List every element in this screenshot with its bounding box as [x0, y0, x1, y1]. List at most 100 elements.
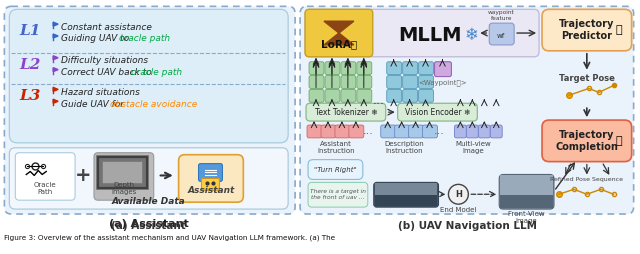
Text: Correct UAV back to: Correct UAV back to	[61, 68, 155, 77]
FancyBboxPatch shape	[403, 76, 417, 88]
FancyBboxPatch shape	[403, 62, 417, 75]
Text: (b) UAV Navigation LLM: (b) UAV Navigation LLM	[398, 221, 537, 231]
FancyBboxPatch shape	[308, 160, 363, 179]
FancyBboxPatch shape	[387, 89, 402, 102]
Text: Trajectory
Completion: Trajectory Completion	[556, 130, 618, 152]
FancyBboxPatch shape	[419, 89, 433, 102]
Text: Difficulty situations: Difficulty situations	[61, 56, 148, 65]
Text: Oracle
Path: Oracle Path	[34, 182, 56, 195]
Text: L1: L1	[19, 24, 41, 38]
Text: "Turn Right": "Turn Right"	[314, 166, 356, 172]
Polygon shape	[53, 68, 58, 72]
FancyBboxPatch shape	[305, 9, 539, 57]
Text: Refined Pose Sequence: Refined Pose Sequence	[550, 178, 623, 182]
FancyBboxPatch shape	[335, 125, 350, 138]
FancyBboxPatch shape	[397, 103, 477, 121]
Bar	[99, 158, 145, 186]
Text: Assistant
Instruction: Assistant Instruction	[317, 141, 355, 154]
Text: Vision Encoder ❄: Vision Encoder ❄	[405, 108, 470, 117]
FancyBboxPatch shape	[306, 103, 386, 121]
Text: Assistant: Assistant	[188, 186, 235, 195]
FancyBboxPatch shape	[381, 125, 396, 138]
Text: (a) Assistant: (a) Assistant	[111, 221, 186, 231]
FancyBboxPatch shape	[387, 62, 402, 75]
Circle shape	[449, 184, 468, 204]
Text: oracle path: oracle path	[119, 35, 170, 43]
FancyBboxPatch shape	[349, 125, 364, 138]
Polygon shape	[53, 56, 58, 60]
Text: Multi-view
Image: Multi-view Image	[456, 141, 492, 154]
Polygon shape	[53, 34, 58, 38]
FancyBboxPatch shape	[419, 76, 433, 88]
FancyBboxPatch shape	[357, 89, 372, 102]
FancyBboxPatch shape	[10, 9, 288, 143]
Text: <Waypoint🔥>: <Waypoint🔥>	[418, 80, 467, 86]
FancyBboxPatch shape	[395, 125, 410, 138]
Text: Text Tokenizer ❄: Text Tokenizer ❄	[315, 108, 377, 117]
Text: +: +	[75, 166, 92, 185]
Text: Front View
Image: Front View Image	[508, 211, 545, 224]
FancyBboxPatch shape	[307, 125, 322, 138]
FancyBboxPatch shape	[542, 120, 632, 162]
FancyBboxPatch shape	[467, 125, 478, 138]
FancyBboxPatch shape	[435, 62, 451, 76]
Text: (a) Assistant: (a) Assistant	[109, 219, 189, 229]
Text: Description
Instruction: Description Instruction	[385, 141, 424, 154]
FancyBboxPatch shape	[309, 76, 324, 88]
FancyBboxPatch shape	[202, 178, 220, 190]
FancyBboxPatch shape	[309, 62, 324, 75]
FancyBboxPatch shape	[422, 125, 438, 138]
FancyBboxPatch shape	[305, 9, 372, 57]
Text: Guiding UAV to: Guiding UAV to	[61, 35, 132, 43]
FancyBboxPatch shape	[490, 125, 502, 138]
Text: Depth
Images: Depth Images	[111, 182, 136, 195]
Bar	[102, 161, 142, 183]
Polygon shape	[53, 22, 58, 26]
Polygon shape	[324, 33, 354, 45]
FancyBboxPatch shape	[10, 148, 288, 209]
FancyBboxPatch shape	[179, 155, 243, 202]
FancyBboxPatch shape	[542, 9, 632, 51]
FancyBboxPatch shape	[341, 76, 356, 88]
Text: L3: L3	[19, 89, 41, 103]
FancyBboxPatch shape	[419, 62, 433, 75]
FancyBboxPatch shape	[94, 153, 154, 200]
FancyBboxPatch shape	[325, 76, 340, 88]
FancyBboxPatch shape	[341, 62, 356, 75]
Text: waypoint
feature: waypoint feature	[488, 10, 515, 21]
Text: Constant assistance: Constant assistance	[61, 23, 152, 31]
Text: MLLM: MLLM	[398, 25, 461, 44]
Text: obstacle avoidance: obstacle avoidance	[110, 100, 197, 109]
FancyBboxPatch shape	[387, 76, 402, 88]
Bar	[96, 155, 148, 189]
Bar	[500, 195, 553, 208]
Text: Figure 3: Overview of the assistant mechanism and UAV Navigation LLM framework. : Figure 3: Overview of the assistant mech…	[4, 235, 335, 241]
FancyBboxPatch shape	[300, 6, 634, 214]
Text: 🔥: 🔥	[616, 136, 622, 146]
Bar	[500, 176, 553, 195]
FancyBboxPatch shape	[489, 23, 514, 45]
Text: Guide UAV for: Guide UAV for	[61, 100, 127, 109]
Polygon shape	[53, 87, 58, 91]
FancyBboxPatch shape	[309, 89, 324, 102]
Text: oracle path: oracle path	[131, 68, 182, 77]
Text: ...: ...	[362, 126, 373, 136]
Bar	[375, 195, 438, 206]
FancyBboxPatch shape	[341, 89, 356, 102]
FancyBboxPatch shape	[325, 62, 340, 75]
Text: Target Pose: Target Pose	[559, 74, 615, 83]
Text: Trajectory
Predictor: Trajectory Predictor	[559, 19, 614, 41]
FancyBboxPatch shape	[499, 174, 554, 209]
FancyBboxPatch shape	[4, 6, 295, 214]
FancyBboxPatch shape	[325, 89, 340, 102]
FancyBboxPatch shape	[357, 76, 372, 88]
Bar	[375, 183, 438, 195]
Text: 🔥: 🔥	[616, 25, 622, 35]
FancyBboxPatch shape	[478, 125, 490, 138]
Polygon shape	[53, 99, 58, 103]
Text: ❄: ❄	[465, 26, 478, 44]
FancyBboxPatch shape	[403, 89, 417, 102]
Text: L2: L2	[19, 58, 41, 72]
FancyBboxPatch shape	[198, 164, 223, 181]
FancyBboxPatch shape	[454, 125, 467, 138]
